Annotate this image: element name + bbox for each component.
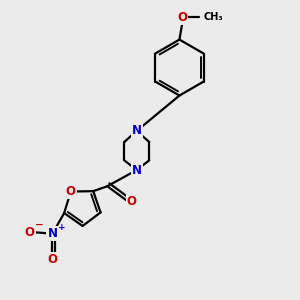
Text: N: N <box>132 124 142 137</box>
Text: −: − <box>35 220 44 230</box>
Text: N: N <box>47 227 57 240</box>
Text: O: O <box>66 185 76 198</box>
Text: O: O <box>127 195 137 208</box>
Text: +: + <box>58 223 65 232</box>
Text: CH₃: CH₃ <box>204 12 224 22</box>
Text: N: N <box>132 164 142 176</box>
Text: O: O <box>25 226 35 239</box>
Text: O: O <box>177 11 188 24</box>
Text: O: O <box>47 253 57 266</box>
